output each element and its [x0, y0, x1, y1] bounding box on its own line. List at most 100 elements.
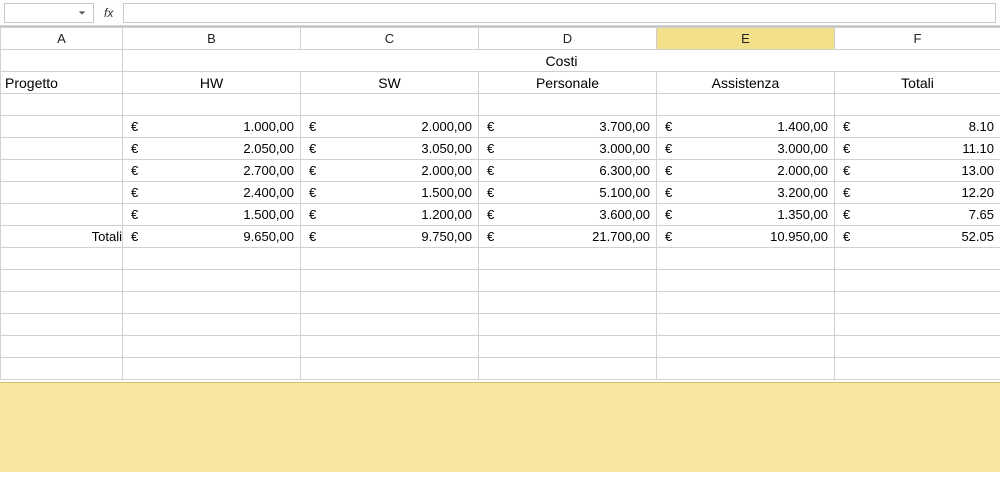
cell[interactable] — [479, 248, 657, 270]
cell[interactable] — [835, 314, 1000, 336]
cell[interactable] — [835, 292, 1000, 314]
cell[interactable]: €6.300,00 — [479, 160, 657, 182]
cell[interactable] — [479, 270, 657, 292]
cell[interactable] — [1, 358, 123, 380]
section-title-cell[interactable]: Costi — [123, 50, 1000, 72]
row-label-header[interactable]: Progetto — [1, 72, 123, 94]
currency-symbol: € — [485, 119, 494, 134]
cell[interactable] — [835, 94, 1000, 116]
cell[interactable] — [123, 248, 301, 270]
cell[interactable]: €1.500,00 — [123, 204, 301, 226]
cell[interactable]: €10.950,00 — [657, 226, 835, 248]
cell[interactable] — [301, 314, 479, 336]
cell[interactable] — [1, 248, 123, 270]
cell[interactable]: €21.700,00 — [479, 226, 657, 248]
cell[interactable] — [657, 94, 835, 116]
totals-label-cell[interactable]: Totali — [1, 226, 123, 248]
formula-input[interactable] — [123, 3, 996, 23]
cell[interactable] — [123, 336, 301, 358]
cell[interactable]: €12.20 — [835, 182, 1000, 204]
cell[interactable] — [479, 94, 657, 116]
cell[interactable]: €1.000,00 — [123, 116, 301, 138]
cell[interactable]: €9.750,00 — [301, 226, 479, 248]
cell[interactable] — [1, 94, 123, 116]
cell[interactable] — [123, 270, 301, 292]
cell[interactable]: €3.700,00 — [479, 116, 657, 138]
cell[interactable] — [123, 94, 301, 116]
cell[interactable]: €2.000,00 — [657, 160, 835, 182]
cell[interactable] — [657, 292, 835, 314]
cell[interactable]: €3.000,00 — [479, 138, 657, 160]
cell[interactable] — [835, 358, 1000, 380]
name-box-dropdown[interactable] — [75, 5, 89, 21]
cell[interactable] — [301, 270, 479, 292]
cell[interactable] — [301, 248, 479, 270]
sub-header-cell[interactable]: Totali — [835, 72, 1000, 94]
cell[interactable] — [1, 314, 123, 336]
cell[interactable] — [123, 314, 301, 336]
cell[interactable]: €1.350,00 — [657, 204, 835, 226]
cell[interactable]: €2.000,00 — [301, 160, 479, 182]
cell[interactable]: €5.100,00 — [479, 182, 657, 204]
cell[interactable]: €2.400,00 — [123, 182, 301, 204]
sub-header-cell[interactable]: SW — [301, 72, 479, 94]
row-label-cell[interactable] — [1, 182, 123, 204]
column-header-B[interactable]: B — [123, 28, 301, 50]
cell[interactable]: €2.050,00 — [123, 138, 301, 160]
cell[interactable] — [657, 314, 835, 336]
cell[interactable] — [123, 292, 301, 314]
row-label-cell[interactable] — [1, 138, 123, 160]
cell[interactable] — [1, 50, 123, 72]
cell[interactable] — [835, 248, 1000, 270]
cell[interactable]: €7.65 — [835, 204, 1000, 226]
cell[interactable]: €2.700,00 — [123, 160, 301, 182]
column-header-F[interactable]: F — [835, 28, 1000, 50]
currency-symbol: € — [485, 207, 494, 222]
cell[interactable] — [479, 358, 657, 380]
fx-label[interactable]: fx — [100, 6, 117, 20]
name-box[interactable] — [4, 3, 94, 23]
cell[interactable]: €8.10 — [835, 116, 1000, 138]
row-label-cell[interactable] — [1, 204, 123, 226]
column-header-C[interactable]: C — [301, 28, 479, 50]
cell[interactable]: €1.500,00 — [301, 182, 479, 204]
cell[interactable] — [301, 336, 479, 358]
cell[interactable]: €52.05 — [835, 226, 1000, 248]
cell[interactable] — [835, 270, 1000, 292]
cell[interactable]: €3.200,00 — [657, 182, 835, 204]
cell[interactable] — [835, 336, 1000, 358]
cell[interactable]: €3.050,00 — [301, 138, 479, 160]
cell[interactable]: €11.10 — [835, 138, 1000, 160]
cell[interactable]: €3.600,00 — [479, 204, 657, 226]
cell[interactable]: €9.650,00 — [123, 226, 301, 248]
column-header-E[interactable]: E — [657, 28, 835, 50]
row-label-cell[interactable] — [1, 116, 123, 138]
column-header-A[interactable]: A — [1, 28, 123, 50]
column-header-D[interactable]: D — [479, 28, 657, 50]
row-label-cell[interactable] — [1, 160, 123, 182]
cell[interactable]: €1.400,00 — [657, 116, 835, 138]
cell[interactable] — [1, 292, 123, 314]
cell[interactable]: €2.000,00 — [301, 116, 479, 138]
cell[interactable] — [657, 270, 835, 292]
cell[interactable] — [1, 336, 123, 358]
cell[interactable]: €1.200,00 — [301, 204, 479, 226]
spreadsheet-grid[interactable]: ABCDEF CostiProgettoHWSWPersonaleAssiste… — [0, 26, 1000, 380]
cell[interactable]: €3.000,00 — [657, 138, 835, 160]
sub-header-cell[interactable]: Assistenza — [657, 72, 835, 94]
cell[interactable] — [479, 336, 657, 358]
cell[interactable] — [1, 270, 123, 292]
currency-symbol: € — [307, 229, 316, 244]
cell[interactable]: €13.00 — [835, 160, 1000, 182]
sub-header-cell[interactable]: Personale — [479, 72, 657, 94]
cell[interactable] — [479, 314, 657, 336]
cell[interactable] — [301, 358, 479, 380]
cell[interactable] — [301, 292, 479, 314]
cell[interactable] — [123, 358, 301, 380]
cell[interactable] — [657, 248, 835, 270]
cell[interactable] — [657, 358, 835, 380]
cell[interactable] — [301, 94, 479, 116]
sub-header-cell[interactable]: HW — [123, 72, 301, 94]
cell[interactable] — [479, 292, 657, 314]
cell[interactable] — [657, 336, 835, 358]
